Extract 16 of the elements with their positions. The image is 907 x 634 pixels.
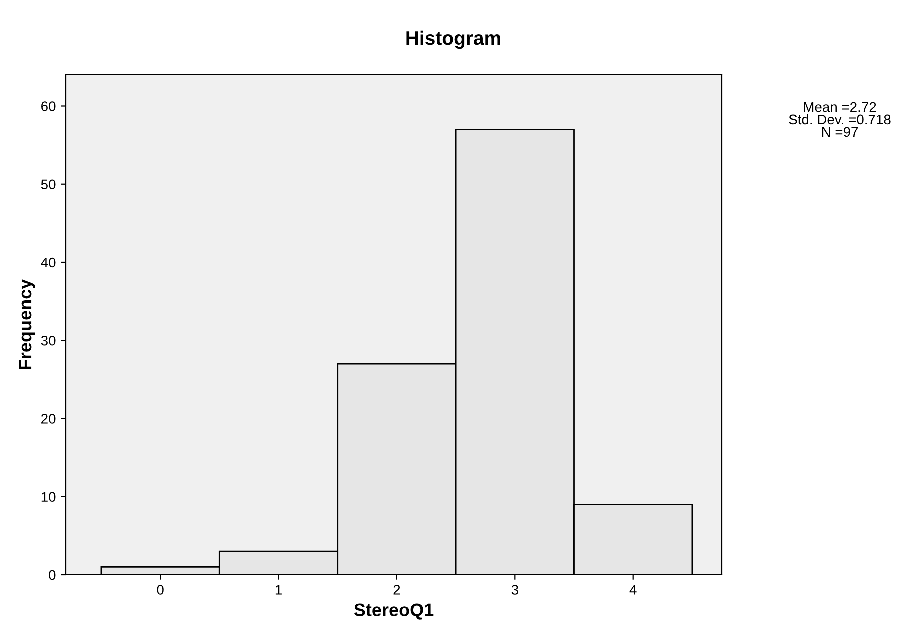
text: Mean =2.72 Std. Dev. =0.718 N =97 <box>789 102 891 138</box>
y-axis-title: Frequency <box>19 279 36 370</box>
y-tick-label: 40 <box>41 258 56 268</box>
x-tick-label: 1 <box>276 585 282 595</box>
y-tick-label: 60 <box>42 102 56 112</box>
x-tick-label: 2 <box>394 585 400 595</box>
y-tick-label: 20 <box>42 414 56 424</box>
x-tick-label: 0 <box>157 585 164 595</box>
x-tick-label: 3 <box>512 585 518 595</box>
y-tick-label: 30 <box>41 336 56 346</box>
y-tick-label: 10 <box>42 492 56 502</box>
x-axis-title: StereoQ1 <box>354 604 434 620</box>
y-tick-label: 0 <box>49 570 56 580</box>
x-tick-label: 4 <box>630 585 637 595</box>
y-tick-label: 50 <box>41 180 56 190</box>
chart-title: Histogram <box>406 30 500 50</box>
